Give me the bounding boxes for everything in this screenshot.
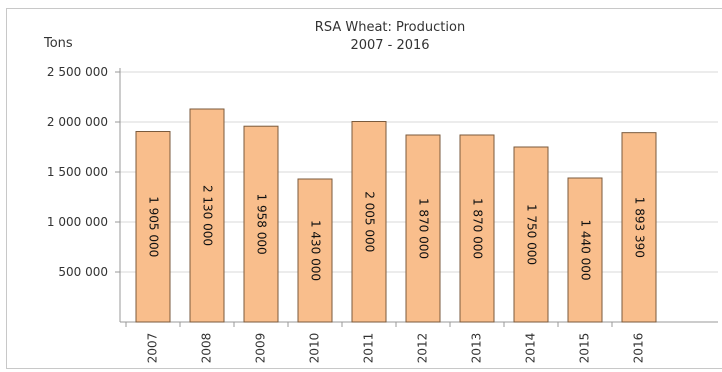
x-tick-label: 2016: [632, 333, 646, 364]
bar-value-label: 1 905 000: [147, 196, 161, 257]
x-tick-label: 2012: [416, 333, 430, 364]
bar-2012: [405, 134, 441, 323]
bar-2014: [513, 146, 549, 323]
bar-value-label: 1 750 000: [525, 204, 539, 265]
y-axis-unit-label: Tons: [44, 36, 73, 51]
bar-value-label: 1 440 000: [579, 219, 593, 280]
bar-2015: [567, 177, 603, 323]
bar-value-label: 1 870 000: [417, 198, 431, 259]
y-tick-label: 2 500 000: [47, 65, 108, 79]
bar-2008: [189, 108, 225, 323]
x-tick-label: 2013: [470, 333, 484, 364]
bar-value-label: 1 870 000: [471, 198, 485, 259]
y-tick-label: 500 000: [58, 265, 108, 279]
bar-2013: [459, 134, 495, 323]
bar-value-label: 1 958 000: [255, 194, 269, 255]
bar-value-label: 2 005 000: [363, 191, 377, 252]
y-tick-label: 2 000 000: [47, 115, 108, 129]
x-tick-label: 2011: [362, 333, 376, 364]
bar-value-label: 1 893 390: [633, 197, 647, 258]
x-tick-label: 2015: [578, 333, 592, 364]
bar-value-label: 1 430 000: [309, 220, 323, 281]
y-tick-label: 1 500 000: [47, 165, 108, 179]
bar-2016: [621, 132, 657, 323]
bar-2011: [351, 121, 387, 323]
chart-title: RSA Wheat: Production: [314, 20, 466, 35]
x-tick-label: 2007: [146, 333, 160, 364]
bar-2010: [297, 178, 333, 323]
x-tick-label: 2010: [308, 333, 322, 364]
x-tick-label: 2014: [524, 333, 538, 364]
chart-border: [6, 8, 722, 369]
bar-2007: [135, 131, 171, 323]
x-tick-label: 2009: [254, 333, 268, 364]
bar-2009: [243, 125, 279, 323]
y-tick-label: 1 000 000: [47, 215, 108, 229]
bar-value-label: 2 130 000: [201, 185, 215, 246]
x-tick-label: 2008: [200, 333, 214, 364]
chart-subtitle: 2007 - 2016: [350, 38, 430, 53]
